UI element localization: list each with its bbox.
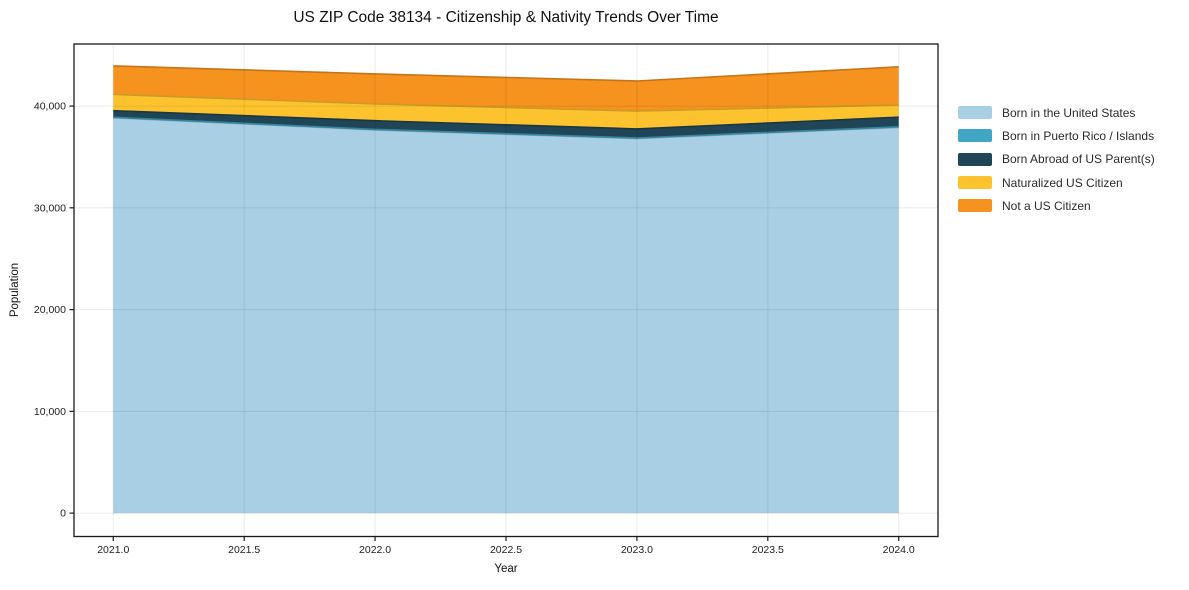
area-series-0 — [113, 117, 899, 514]
legend-swatch-icon — [958, 199, 992, 213]
legend-swatch-icon — [958, 129, 992, 143]
area-series-topline-4 — [113, 65, 899, 82]
x-tick-label: 2022.5 — [490, 544, 522, 556]
legend-swatch-icon — [958, 152, 992, 166]
y-tick-label: 10,000 — [34, 406, 66, 418]
x-tick-label: 2023.5 — [752, 544, 784, 556]
area-series-topline-3 — [113, 93, 899, 112]
y-tick-label: 0 — [60, 508, 66, 520]
x-tick-label: 2021.0 — [97, 544, 129, 556]
legend-item-0: Born in the United States — [958, 101, 1155, 124]
legend-label: Naturalized US Citizen — [1002, 175, 1123, 190]
legend-swatch-icon — [958, 176, 992, 190]
legend-item-3: Naturalized US Citizen — [958, 171, 1155, 194]
x-tick-label: 2022.0 — [359, 544, 391, 556]
legend: Born in the United States Born in Puerto … — [958, 101, 1155, 217]
area-series-3 — [113, 94, 899, 129]
area-series-topline-2 — [113, 109, 899, 130]
legend-item-2: Born Abroad of US Parent(s) — [958, 148, 1155, 171]
y-tick-label: 20,000 — [34, 304, 66, 316]
area-series-4 — [113, 65, 899, 112]
legend-label: Born in Puerto Rico / Islands — [1002, 128, 1155, 143]
legend-item-1: Born in Puerto Rico / Islands — [958, 124, 1155, 147]
chart-title: US ZIP Code 38134 - Citizenship & Nativi… — [293, 9, 719, 26]
y-tick-label: 40,000 — [34, 101, 66, 113]
x-tick-label: 2023.0 — [621, 544, 653, 556]
x-axis-label: Year — [494, 563, 518, 575]
legend-item-4: Not a US Citizen — [958, 194, 1155, 217]
area-series-2 — [113, 110, 899, 138]
legend-swatch-icon — [958, 106, 992, 120]
legend-label: Not a US Citizen — [1002, 198, 1091, 213]
y-tick-label: 30,000 — [34, 202, 66, 214]
legend-label: Born in the United States — [1002, 105, 1136, 120]
y-axis-label: Population — [9, 262, 21, 318]
legend-label: Born Abroad of US Parent(s) — [1002, 152, 1155, 167]
area-series-topline-1 — [113, 116, 899, 139]
x-tick-label: 2024.0 — [883, 544, 915, 556]
x-tick-label: 2021.5 — [228, 544, 260, 556]
